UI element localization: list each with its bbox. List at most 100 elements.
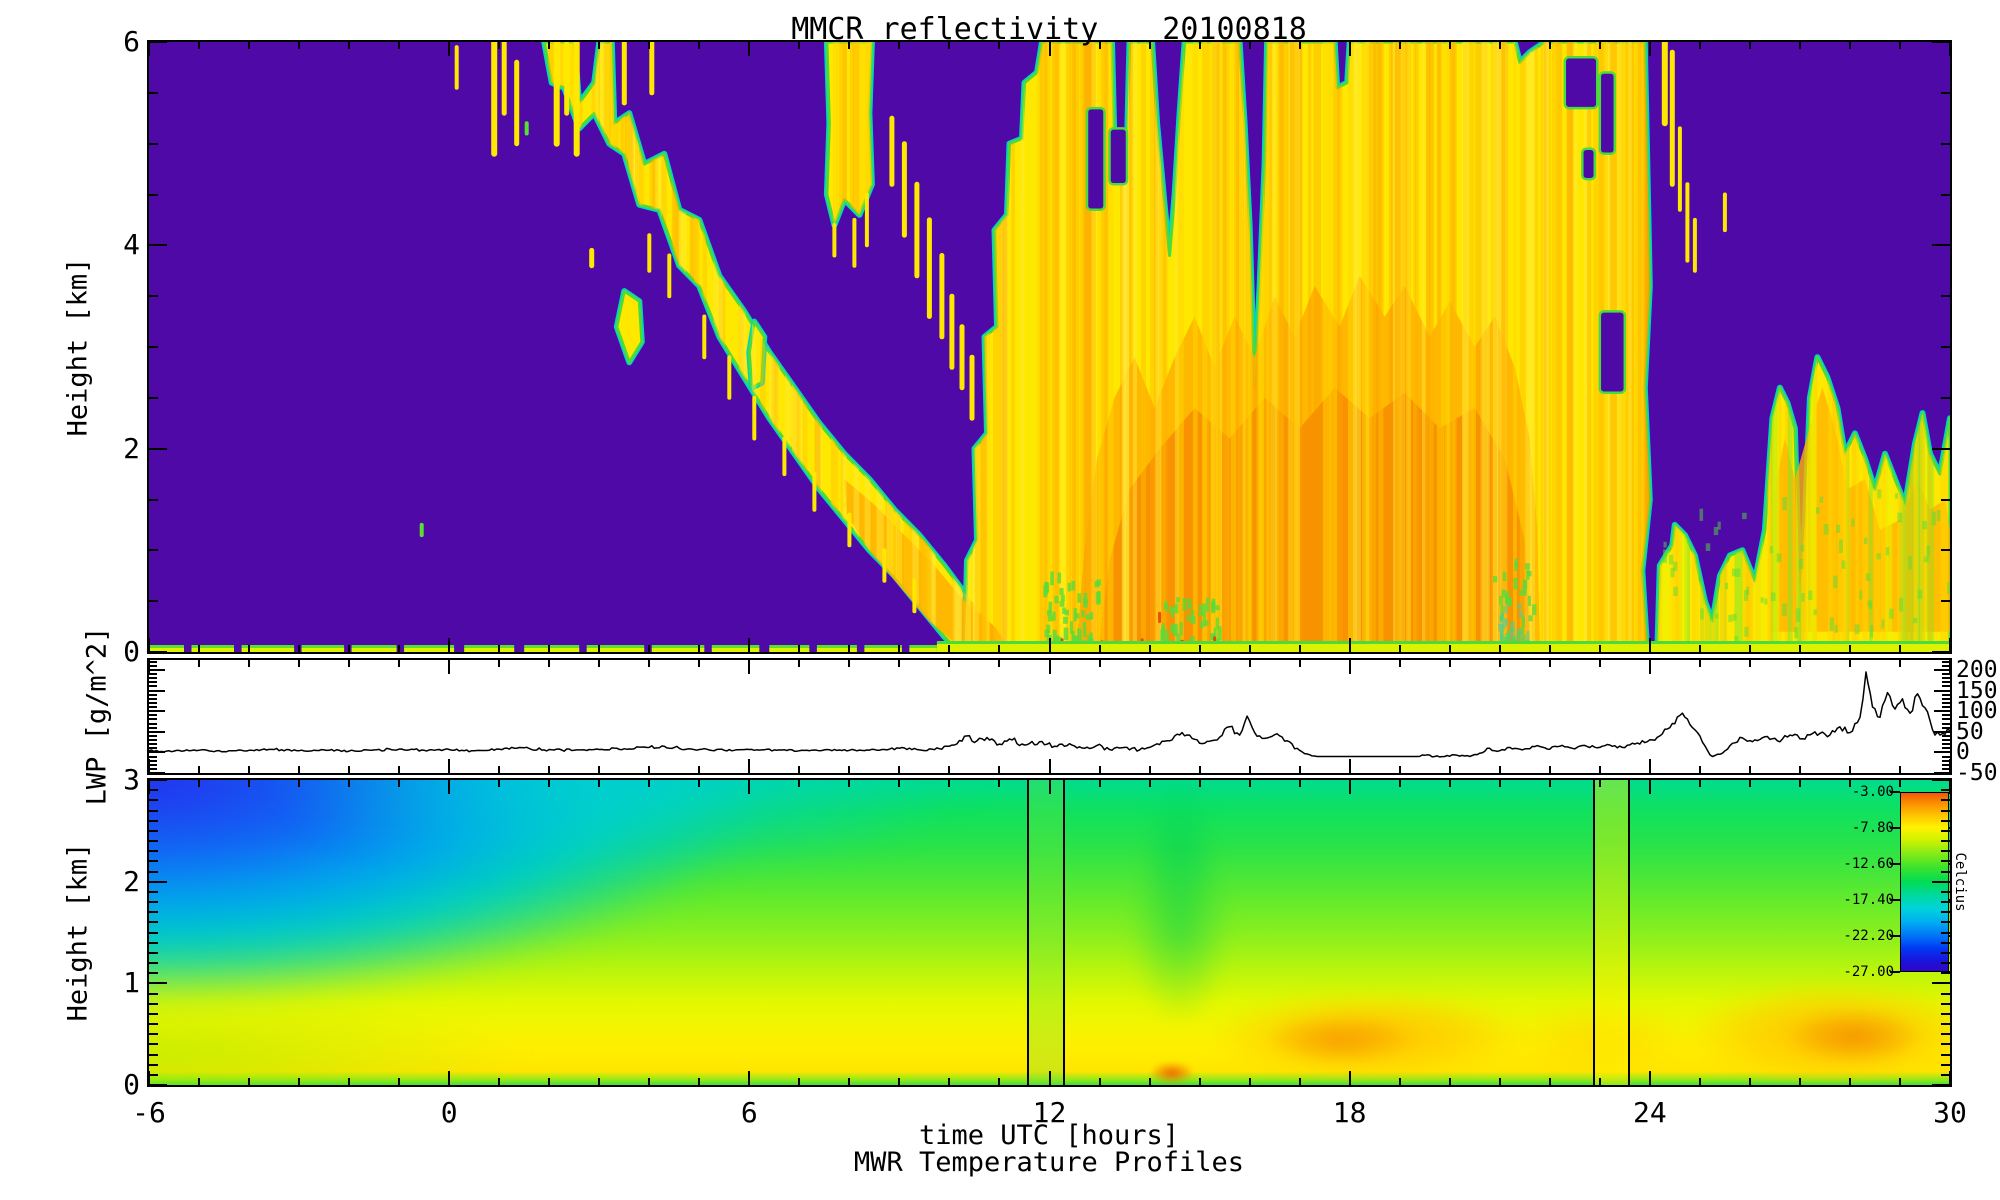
axis-tick bbox=[148, 1071, 150, 1085]
axis-tick bbox=[248, 780, 251, 787]
axis-tick bbox=[1848, 780, 1851, 787]
axis-tick bbox=[1698, 766, 1701, 773]
axis-tick bbox=[1934, 751, 1950, 754]
axis-tick bbox=[698, 766, 701, 773]
axis-tick bbox=[149, 689, 165, 692]
axis-tick bbox=[1941, 1002, 1950, 1005]
axis-tick bbox=[1941, 1053, 1950, 1056]
axis-tick bbox=[1048, 42, 1051, 56]
y-tick-label-temperature: 0 bbox=[123, 1068, 140, 1101]
axis-tick bbox=[548, 766, 551, 773]
axis-tick bbox=[1548, 1078, 1551, 1085]
temperature-blob bbox=[1779, 1005, 1930, 1067]
x-tick-label: 6 bbox=[740, 1096, 758, 1129]
axis-tick bbox=[149, 1043, 158, 1046]
axis-tick bbox=[149, 549, 158, 552]
axis-tick bbox=[448, 42, 451, 56]
axis-tick bbox=[1934, 710, 1950, 713]
axis-tick bbox=[1942, 693, 1950, 696]
axis-tick bbox=[1941, 1063, 1950, 1066]
axis-tick bbox=[1048, 759, 1051, 773]
temperature-blob bbox=[1259, 1011, 1420, 1067]
colorbar-tick bbox=[1949, 863, 1950, 865]
axis-tick bbox=[1942, 697, 1950, 700]
axis-tick bbox=[1941, 829, 1950, 832]
axis-tick bbox=[1934, 772, 1950, 774]
axis-tick bbox=[1798, 645, 1801, 652]
axis-tick bbox=[1598, 780, 1601, 787]
axis-tick bbox=[1942, 747, 1950, 750]
axis-tick bbox=[1048, 1071, 1051, 1085]
axis-tick bbox=[298, 42, 301, 49]
axis-tick bbox=[498, 1078, 501, 1085]
axis-tick bbox=[348, 645, 351, 652]
axis-tick bbox=[1941, 1023, 1950, 1025]
axis-tick bbox=[698, 645, 701, 652]
axis-tick bbox=[1698, 1078, 1701, 1085]
axis-tick bbox=[1942, 759, 1950, 762]
axis-tick bbox=[149, 870, 158, 873]
axis-tick bbox=[149, 681, 157, 684]
x-tick-label: 24 bbox=[1632, 1096, 1667, 1129]
axis-tick bbox=[1098, 766, 1101, 773]
y-tick-label-temperature: 2 bbox=[123, 864, 140, 898]
axis-tick bbox=[648, 645, 651, 652]
axis-tick bbox=[948, 1078, 951, 1085]
axis-tick bbox=[1448, 645, 1451, 652]
axis-tick bbox=[149, 931, 158, 934]
axis-tick bbox=[498, 645, 501, 652]
y-tick-label-lwp: 0 bbox=[1956, 739, 1970, 766]
axis-tick bbox=[1648, 42, 1651, 56]
axis-tick bbox=[1248, 645, 1251, 652]
axis-tick bbox=[149, 901, 158, 903]
axis-tick bbox=[1932, 1084, 1950, 1086]
axis-tick bbox=[1398, 1078, 1401, 1085]
axis-tick bbox=[1498, 780, 1501, 787]
axis-tick bbox=[1941, 860, 1950, 863]
axis-tick bbox=[1298, 645, 1301, 652]
axis-tick bbox=[1198, 660, 1201, 667]
axis-tick bbox=[1942, 685, 1950, 688]
axis-tick bbox=[149, 779, 167, 781]
axis-tick bbox=[1548, 645, 1551, 652]
axis-tick bbox=[698, 1078, 701, 1085]
axis-tick bbox=[1942, 718, 1950, 721]
axis-tick bbox=[548, 645, 551, 652]
axis-tick bbox=[1934, 689, 1950, 692]
axis-tick bbox=[149, 1084, 167, 1086]
axis-tick bbox=[149, 706, 157, 708]
axis-tick bbox=[149, 819, 158, 822]
ylabel-reflectivity: Height [km] bbox=[62, 257, 94, 437]
axis-tick bbox=[848, 660, 851, 667]
axis-tick bbox=[198, 780, 201, 787]
axis-tick bbox=[149, 396, 158, 399]
axis-tick bbox=[1348, 780, 1351, 794]
axis-tick bbox=[648, 1078, 651, 1085]
axis-tick bbox=[1798, 42, 1801, 49]
axis-tick bbox=[1941, 1033, 1950, 1036]
axis-tick bbox=[798, 780, 801, 787]
axis-tick bbox=[1048, 638, 1051, 652]
axis-tick bbox=[148, 638, 150, 652]
axis-tick bbox=[148, 780, 150, 794]
axis-tick bbox=[1942, 677, 1950, 680]
axis-tick bbox=[1448, 660, 1451, 667]
axis-tick bbox=[648, 42, 651, 49]
axis-tick bbox=[1942, 664, 1950, 667]
axis-tick bbox=[448, 638, 451, 652]
axis-tick bbox=[1198, 42, 1201, 49]
temperature-blob bbox=[249, 780, 1000, 882]
axis-tick bbox=[1198, 780, 1201, 787]
colorbar-label: -3.00 bbox=[1851, 784, 1894, 800]
axis-tick bbox=[149, 739, 157, 741]
x-tick-label: 12 bbox=[1032, 1096, 1067, 1129]
axis-tick bbox=[149, 743, 157, 746]
axis-tick bbox=[148, 759, 150, 773]
axis-tick bbox=[1198, 766, 1201, 773]
axis-tick bbox=[1448, 1078, 1451, 1085]
axis-tick bbox=[1298, 42, 1301, 49]
axis-tick bbox=[149, 809, 158, 812]
axis-tick bbox=[1941, 1012, 1950, 1015]
axis-tick bbox=[1398, 645, 1401, 652]
axis-tick bbox=[748, 42, 751, 56]
